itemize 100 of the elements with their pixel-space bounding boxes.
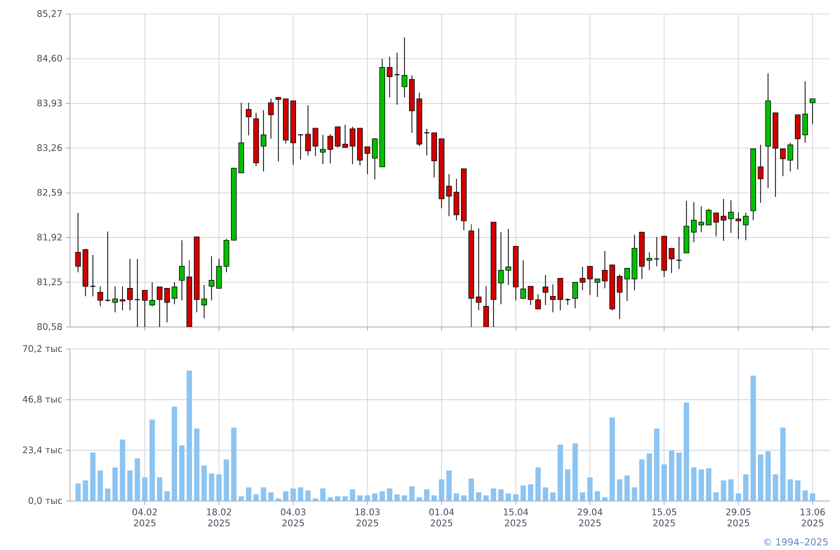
- candlestick: [676, 236, 682, 270]
- bar: [194, 428, 200, 501]
- candlestick: [706, 208, 712, 226]
- bar: [691, 467, 697, 501]
- candlestick: [542, 274, 548, 306]
- y-tick-label: 84,60: [37, 54, 62, 63]
- bar: [713, 492, 719, 501]
- bar: [616, 479, 622, 501]
- bar: [668, 450, 674, 501]
- x-tick-label: 01.04 2025: [429, 508, 454, 526]
- bar: [386, 488, 392, 501]
- bar: [260, 487, 266, 501]
- y-tick-label: 81,92: [37, 234, 62, 242]
- bar: [305, 490, 311, 501]
- bar: [550, 492, 556, 501]
- bar: [750, 376, 756, 501]
- bar: [224, 459, 230, 501]
- bar: [268, 492, 274, 501]
- bar: [580, 492, 586, 501]
- bar: [238, 496, 244, 501]
- candlestick: [550, 284, 556, 313]
- bar: [632, 487, 638, 501]
- x-tick-label: 04.02 2025: [132, 508, 157, 526]
- bar: [572, 443, 578, 501]
- bar: [558, 444, 563, 501]
- bar: [461, 495, 467, 501]
- y-tick-label: 85,27: [37, 10, 62, 18]
- bar: [780, 428, 786, 501]
- bar: [350, 489, 356, 501]
- bar: [416, 497, 422, 501]
- bar: [283, 491, 288, 501]
- bar: [75, 483, 81, 501]
- bar: [639, 459, 645, 501]
- bar: [246, 487, 252, 501]
- y-tick-label: 23,4 тыс: [22, 446, 62, 454]
- x-tick-label: 13.06 2025: [800, 508, 825, 526]
- bar: [765, 451, 771, 501]
- candlestick: [298, 134, 304, 160]
- candlestick: [557, 278, 564, 311]
- bar: [535, 467, 541, 501]
- x-tick-label: 18.02 2025: [207, 508, 231, 526]
- bar: [127, 470, 133, 501]
- bar: [736, 493, 742, 501]
- candlestick: [802, 81, 808, 144]
- x-tick-label: 15.05 2025: [652, 508, 676, 526]
- y-tick-label: 82,59: [37, 188, 62, 197]
- candlestick: [810, 98, 816, 125]
- bar: [720, 480, 726, 501]
- x-tick-label: 15.04 2025: [504, 508, 528, 526]
- bar: [320, 488, 326, 501]
- bar: [565, 469, 570, 501]
- candlestick: [90, 254, 96, 297]
- bar: [164, 491, 170, 501]
- x-tick-label: 29.04 2025: [578, 508, 602, 526]
- bar: [446, 470, 452, 501]
- candlestick: [327, 134, 334, 164]
- bar: [402, 495, 408, 501]
- bar: [758, 454, 764, 501]
- candlestick: [780, 148, 786, 177]
- bar: [483, 495, 489, 501]
- candlestick: [787, 142, 794, 172]
- y-tick-label: 81,25: [37, 278, 62, 286]
- candlestick: [758, 144, 764, 204]
- bar: [587, 477, 593, 501]
- bar: [298, 487, 304, 501]
- bar: [231, 428, 237, 501]
- bar: [82, 480, 88, 501]
- bar: [506, 493, 512, 501]
- x-tick-label: 18.03 2025: [355, 508, 380, 526]
- bar: [528, 484, 534, 501]
- bar: [342, 496, 348, 501]
- bar: [120, 440, 126, 501]
- bar: [201, 465, 207, 501]
- bar: [276, 498, 282, 501]
- candlestick: [520, 260, 526, 300]
- candlestick: [424, 128, 430, 156]
- candlestick: [179, 240, 185, 301]
- bar: [698, 469, 704, 501]
- bar: [364, 495, 370, 501]
- bar: [654, 428, 660, 501]
- bar: [438, 479, 444, 501]
- candlestick: [134, 258, 140, 327]
- bar: [454, 493, 460, 501]
- bar: [520, 485, 526, 501]
- bar: [156, 477, 162, 501]
- bar: [468, 478, 474, 501]
- bar: [290, 488, 296, 501]
- y-tick-label: 80,58: [37, 323, 62, 331]
- candlestick: [698, 206, 704, 233]
- y-tick-label: 0,0 тыс: [28, 497, 62, 505]
- candlestick: [97, 286, 104, 307]
- bar: [105, 488, 110, 501]
- bar: [772, 474, 778, 501]
- bar: [542, 487, 548, 501]
- bar: [662, 464, 667, 501]
- y-tick-label: 46,8 тыс: [22, 396, 62, 404]
- x-tick-label: 04.03 2025: [280, 508, 306, 526]
- bar: [743, 474, 748, 501]
- bar: [98, 470, 103, 501]
- candlestick: [386, 56, 392, 98]
